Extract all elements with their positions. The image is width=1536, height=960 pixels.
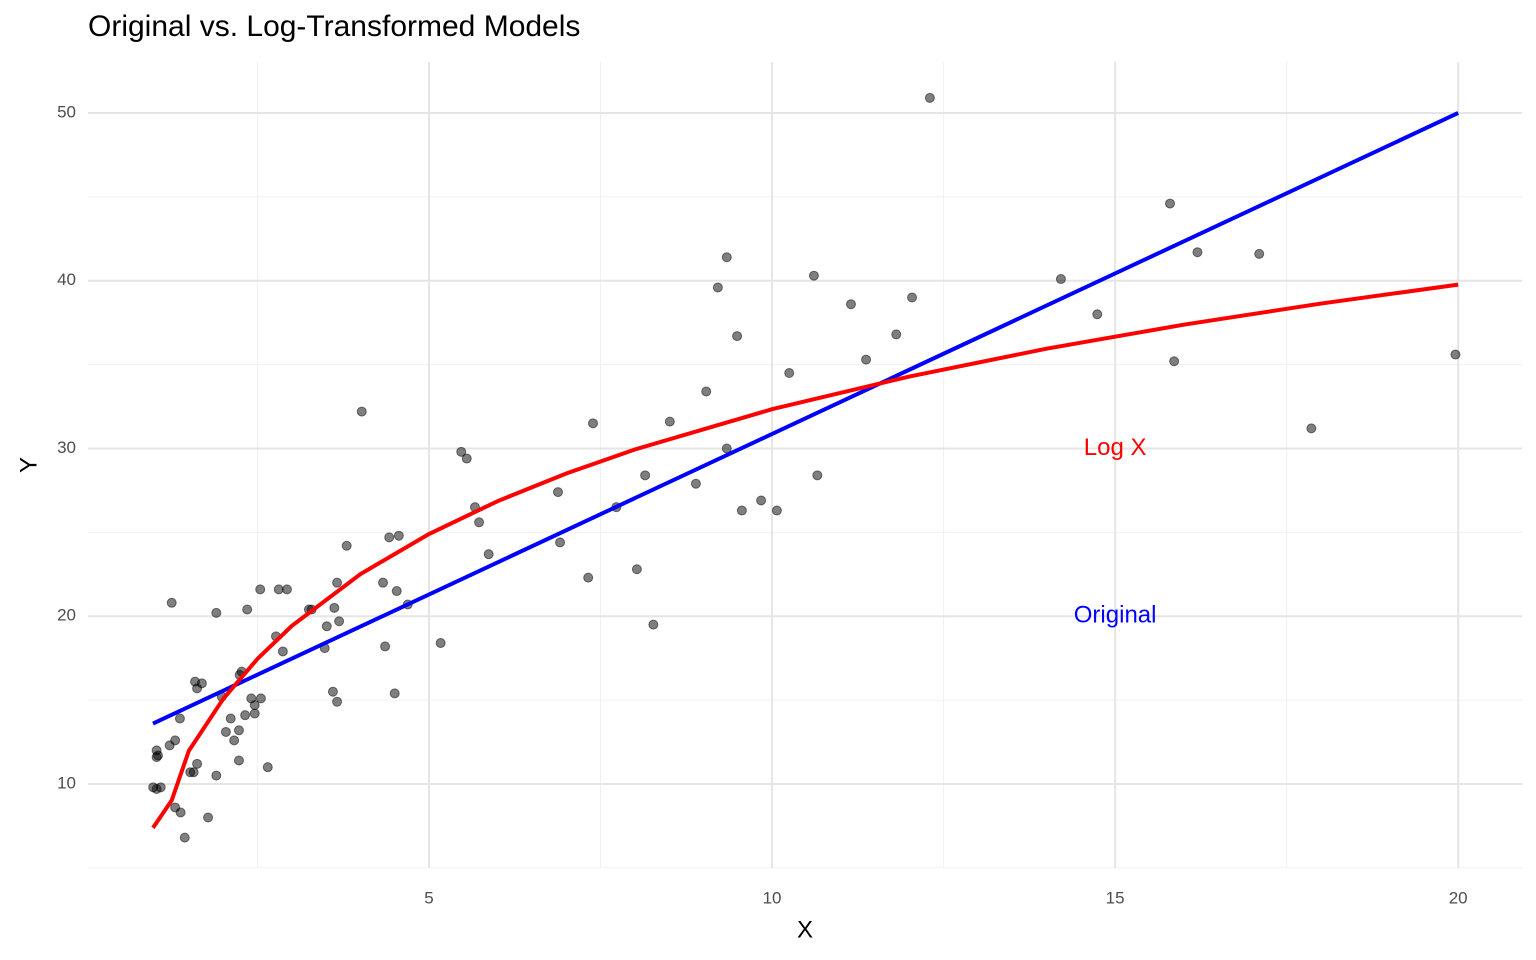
point — [664, 416, 675, 427]
point — [341, 540, 352, 551]
point — [861, 354, 872, 365]
point — [175, 807, 186, 818]
x-tick-label: 15 — [1106, 888, 1125, 907]
point — [756, 495, 767, 506]
point — [701, 386, 712, 397]
y-axis-label: Y — [15, 457, 42, 473]
point — [389, 688, 400, 699]
chart-title: Original vs. Log-Transformed Models — [88, 10, 580, 43]
y-tick-label: 20 — [57, 606, 76, 625]
point — [1169, 356, 1180, 367]
point — [461, 453, 472, 464]
point — [151, 752, 162, 763]
point — [583, 572, 594, 583]
point — [179, 832, 190, 843]
point — [845, 299, 856, 310]
point — [211, 770, 222, 781]
point — [255, 693, 266, 704]
point — [332, 696, 343, 707]
point — [1254, 248, 1265, 259]
point — [732, 331, 743, 342]
point — [166, 597, 177, 608]
fit-line — [151, 282, 1459, 830]
point — [192, 758, 203, 769]
point — [690, 478, 701, 489]
point — [233, 725, 244, 736]
point — [378, 577, 389, 588]
point — [555, 537, 566, 548]
x-tick-label: 10 — [763, 888, 782, 907]
point — [188, 767, 199, 778]
point — [321, 621, 332, 632]
point — [721, 252, 732, 263]
point — [220, 726, 231, 737]
point — [334, 616, 345, 627]
point — [391, 586, 402, 597]
point — [1450, 349, 1461, 360]
point — [240, 710, 251, 721]
point — [1055, 274, 1066, 285]
point — [196, 678, 207, 689]
point — [1165, 198, 1176, 209]
point — [211, 607, 222, 618]
point — [170, 735, 181, 746]
point — [249, 708, 260, 719]
point — [891, 329, 902, 340]
point — [262, 762, 273, 773]
point — [483, 549, 494, 560]
point — [277, 646, 288, 657]
point — [587, 418, 598, 429]
point — [155, 782, 166, 793]
x-tick-label: 5 — [424, 888, 433, 907]
point — [648, 619, 659, 630]
y-tick-label: 40 — [57, 270, 76, 289]
x-axis-label: X — [797, 916, 813, 943]
point — [456, 446, 467, 457]
point — [631, 564, 642, 575]
point — [771, 505, 782, 516]
point — [784, 367, 795, 378]
point — [812, 470, 823, 481]
point — [1306, 423, 1317, 434]
fit-line — [152, 111, 1460, 726]
point — [327, 686, 338, 697]
x-tick-label: 20 — [1449, 888, 1468, 907]
annotation: Log X — [1084, 434, 1147, 461]
point — [712, 282, 723, 293]
point — [907, 292, 918, 303]
point — [229, 735, 240, 746]
point — [281, 584, 292, 595]
point — [233, 755, 244, 766]
y-tick-label: 50 — [57, 102, 76, 121]
annotation: Original — [1074, 602, 1157, 629]
point — [393, 530, 404, 541]
point — [1192, 247, 1203, 258]
y-tick-label: 30 — [57, 438, 76, 457]
point — [356, 406, 367, 417]
point — [474, 517, 485, 528]
point — [924, 92, 935, 103]
point — [736, 505, 747, 516]
point — [329, 602, 340, 613]
point — [384, 532, 395, 543]
point — [435, 638, 446, 649]
y-tick-label: 10 — [57, 773, 76, 792]
point — [1092, 309, 1103, 320]
point — [552, 487, 563, 498]
point — [203, 812, 214, 823]
point — [808, 270, 819, 281]
point — [640, 470, 651, 481]
point — [380, 641, 391, 652]
point — [273, 584, 284, 595]
point — [255, 584, 266, 595]
point — [242, 604, 253, 615]
point — [174, 713, 185, 724]
point — [332, 577, 343, 588]
point — [225, 713, 236, 724]
